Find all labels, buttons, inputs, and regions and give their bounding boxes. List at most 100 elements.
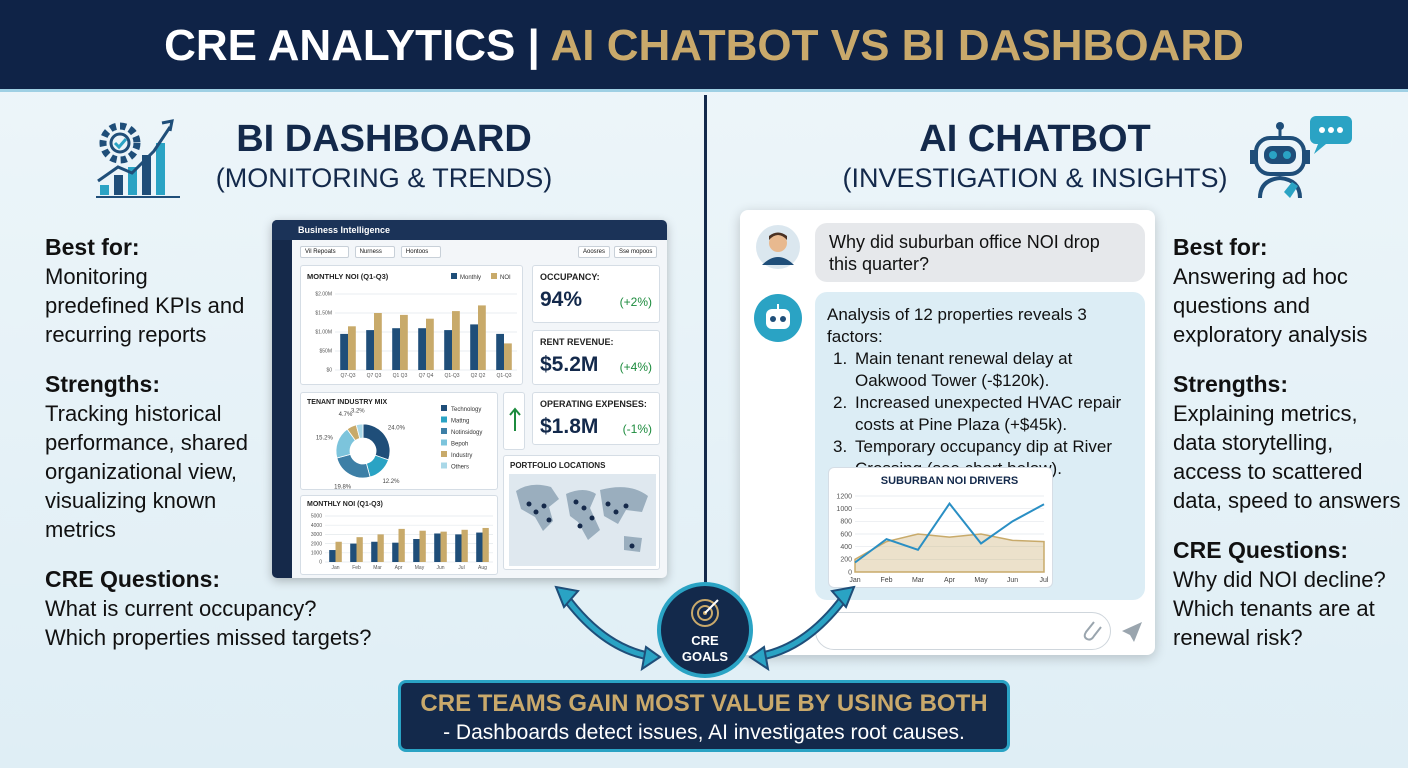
y-tick-label: 600 [840, 531, 852, 538]
suburban-chart: 0 200 400 600 800 1000 1200 SUBURBAN NOI DRIVER… [828, 467, 1053, 588]
bar [496, 333, 504, 370]
x-tick-label: Mar [373, 565, 382, 571]
chat-input[interactable] [815, 612, 1111, 650]
kpi-row: 94% (+2%) [540, 288, 652, 312]
section-line: organizational view, [45, 459, 238, 484]
kpi-label: RENT REVENUE: [540, 337, 614, 347]
legend-label: Industry [451, 453, 472, 459]
bar [426, 318, 434, 370]
button: Sse mopoos [614, 246, 658, 258]
title-left: CRE ANALYTICS | [164, 21, 540, 70]
line [854, 501, 1045, 564]
donut-slice [355, 423, 364, 439]
bar [374, 313, 382, 370]
legend-label: Monthly [460, 275, 481, 281]
answer-intro: Analysis of 12 properties reveals 3 fact… [827, 305, 1087, 346]
section-line: Tracking historical [45, 401, 222, 426]
bar [476, 532, 483, 562]
dashboard: Business Intelligence Vil Repoats Nurness… [272, 220, 667, 578]
legend-label: Mattng [451, 419, 469, 425]
slice-label: 24.0% [388, 425, 406, 431]
button: Aoosres [578, 246, 611, 258]
app-title: Business Intelligence [298, 225, 391, 235]
x-tick-label: Jul [458, 565, 464, 571]
y-tick-label: 1200 [836, 493, 852, 500]
x-tick-label: May [974, 577, 988, 584]
x-tick-label: Q1-Q3 [444, 373, 459, 379]
y-tick-label: $0 [326, 368, 332, 374]
bar [440, 531, 447, 562]
arrow-card [503, 392, 525, 450]
x-tick-label: Feb [352, 565, 361, 571]
y-tick-label: 0 [319, 560, 322, 566]
y-tick-label: 1000 [836, 506, 852, 513]
bot-avatar [754, 294, 802, 342]
answer-items: 1. Main tenant renewal delay at Oakwood T… [827, 348, 1133, 480]
y-tick-label: 3000 [311, 532, 322, 538]
map-title: PORTFOLIO LOCATIONS [510, 461, 606, 470]
question-bubble: Why did suburban office NOI drop this qu… [815, 223, 1145, 282]
section-line: access to scattered [1173, 459, 1363, 484]
section-line: performance, shared [45, 430, 248, 455]
kpi-card: RENT REVENUE: $5.2M (+4%) [532, 330, 660, 385]
noi-chart: $0 $50M $1.00M $1.50M $2.00M MONTHLY NOI (Q1-… [300, 265, 523, 385]
section-title: Strengths: [1173, 371, 1288, 397]
legend-swatch [441, 451, 447, 457]
legend-swatch [451, 273, 457, 279]
legend-swatch [441, 462, 447, 469]
monthly-chart: 0 1000 2000 3000 4000 5000 MONTHLY NOI (Q1-Q3)… [300, 495, 498, 575]
bar [356, 537, 363, 562]
x-tick-label: Q2 Q2 [471, 373, 486, 379]
y-tick-label: $1.00M [315, 330, 332, 336]
bar [452, 311, 460, 370]
sidebar [272, 220, 292, 578]
bar [413, 539, 420, 562]
legend-label: Technology [451, 407, 481, 413]
bar [340, 333, 348, 370]
item-number: 3. [833, 437, 848, 456]
section-line: Answering ad hoc [1173, 264, 1348, 289]
kpi-card: OPERATING EXPENSES: $1.8M (-1%) [532, 392, 660, 445]
item-text: Main tenant renewal delay at Oakwood Tow… [855, 349, 1073, 390]
x-tick-label: Aug [478, 565, 487, 571]
buttons: Aoosres Sse mopoos [578, 246, 658, 258]
section-line: metrics [45, 517, 116, 542]
y-tick-label: 4000 [311, 523, 322, 529]
section-line: Monitoring [45, 264, 148, 289]
x-tick-label: Apr [395, 565, 403, 571]
bar [434, 533, 441, 562]
legend-swatch [491, 273, 497, 279]
section-line: questions and [1173, 293, 1310, 318]
donut-slice [362, 423, 391, 461]
bar [455, 534, 462, 562]
item-number: 2. [833, 393, 848, 412]
donut-slice [365, 454, 390, 478]
section-title: Strengths: [45, 371, 160, 397]
y-tick-label: 200 [840, 557, 852, 564]
bar [392, 542, 399, 562]
slice-label: 12.2% [382, 479, 400, 485]
bar [398, 528, 405, 562]
section-line: data storytelling, [1173, 430, 1334, 455]
section: CRE Questions: Why did NOI decline? Which … [1173, 535, 1408, 652]
y-tick-label: $2.00M [315, 292, 332, 298]
legend-label: Notinsidogy [451, 430, 482, 436]
section-line: predefined KPIs and [45, 293, 245, 318]
bar [461, 529, 468, 562]
goals-bottom: GOALS [682, 649, 729, 664]
section: CRE Questions: What is current occupancy?… [45, 564, 375, 652]
divider [704, 95, 707, 585]
chart-title: TENANT INDUSTRY MIX [307, 399, 387, 406]
kpi-value: 94% [540, 288, 583, 311]
filter: Vil Repoats [300, 246, 349, 258]
legend-swatch [441, 405, 447, 411]
section: Best for: Answering ad hoc questions and ex… [1173, 232, 1408, 349]
kpi-change: (-1%) [622, 422, 652, 436]
kpi-row: $5.2M (+4%) [540, 353, 652, 377]
kpi-value: $1.8M [540, 415, 599, 438]
app-bar: Business Intelligence [272, 220, 667, 240]
y-tick-label: $50M [319, 349, 332, 355]
legend-swatch [441, 416, 447, 423]
banner-headline: CRE TEAMS GAIN MOST VALUE BY USING BOTH [420, 690, 988, 717]
